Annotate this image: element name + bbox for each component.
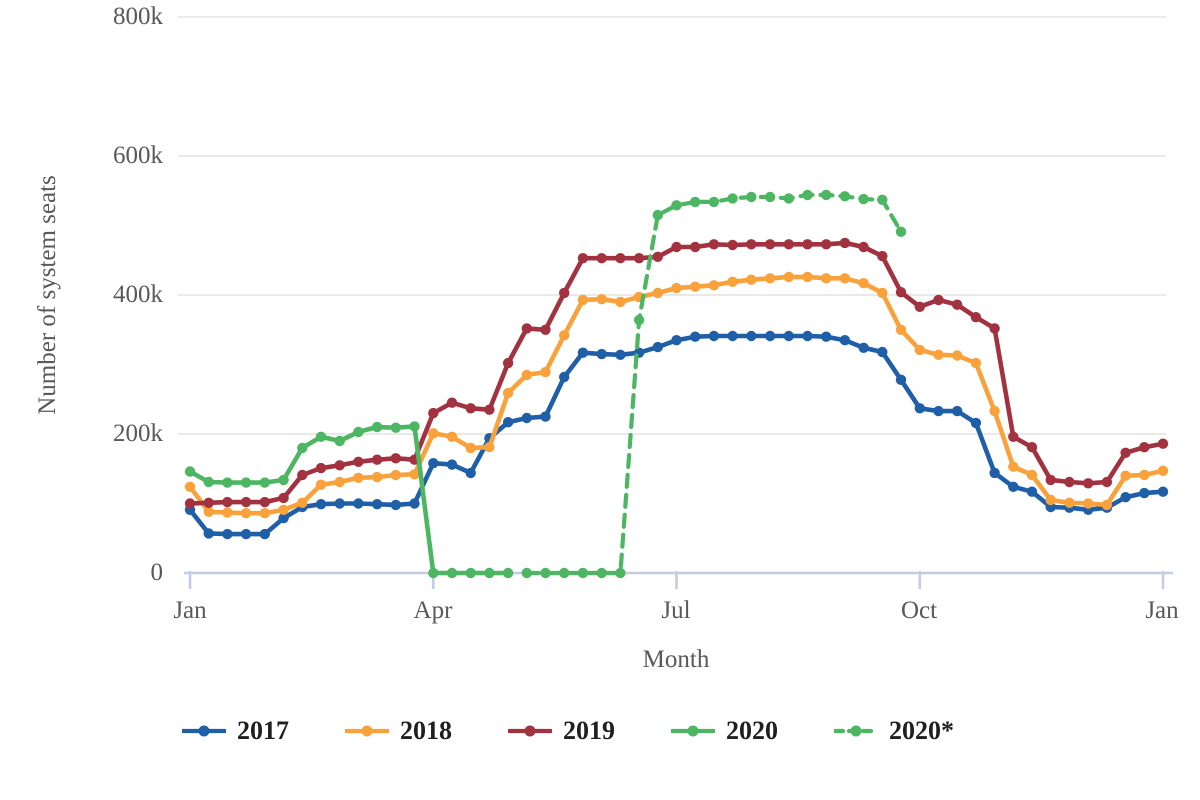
x-axis-title: Month bbox=[642, 646, 710, 673]
legend-item-2020: 2020 bbox=[669, 716, 778, 746]
legend-item-2018: 2018 bbox=[343, 716, 452, 746]
legend: 2017 2018 2019 2020 2020* bbox=[0, 716, 1168, 746]
legend-label-2017: 2017 bbox=[237, 716, 289, 745]
legend-marker-2018 bbox=[343, 724, 391, 738]
x-tick-label-jan-start: Jan bbox=[173, 597, 207, 624]
series-line-2020* bbox=[524, 192, 904, 576]
x-tick-label-oct: Oct bbox=[900, 597, 938, 624]
legend-item-2017: 2017 bbox=[180, 716, 289, 746]
legend-item-2019: 2019 bbox=[506, 716, 615, 746]
legend-label-2020-estimated: 2020* bbox=[889, 716, 954, 745]
y-tick-label-400k: 400k bbox=[113, 281, 163, 308]
x-tick-label-apr: Apr bbox=[413, 597, 453, 624]
legend-marker-2019 bbox=[506, 724, 554, 738]
series-line-2018 bbox=[187, 274, 1166, 516]
legend-marker-2020-estimated bbox=[832, 724, 880, 738]
legend-label-2020: 2020 bbox=[726, 716, 778, 745]
legend-marker-2020 bbox=[669, 724, 717, 738]
legend-item-2020-estimated: 2020* bbox=[832, 716, 954, 746]
y-tick-label-600k: 600k bbox=[113, 142, 163, 169]
y-tick-label-0: 0 bbox=[150, 559, 164, 586]
x-tick-label-jan-end: Jan bbox=[1145, 597, 1179, 624]
legend-label-2018: 2018 bbox=[400, 716, 452, 745]
y-tick-label-800k: 800k bbox=[113, 3, 163, 30]
legend-marker-2017 bbox=[180, 724, 228, 738]
y-tick-label-200k: 200k bbox=[113, 420, 163, 447]
series-line-2020 bbox=[187, 424, 511, 576]
x-tick-label-jul: Jul bbox=[661, 597, 691, 624]
legend-label-2019: 2019 bbox=[563, 716, 615, 745]
